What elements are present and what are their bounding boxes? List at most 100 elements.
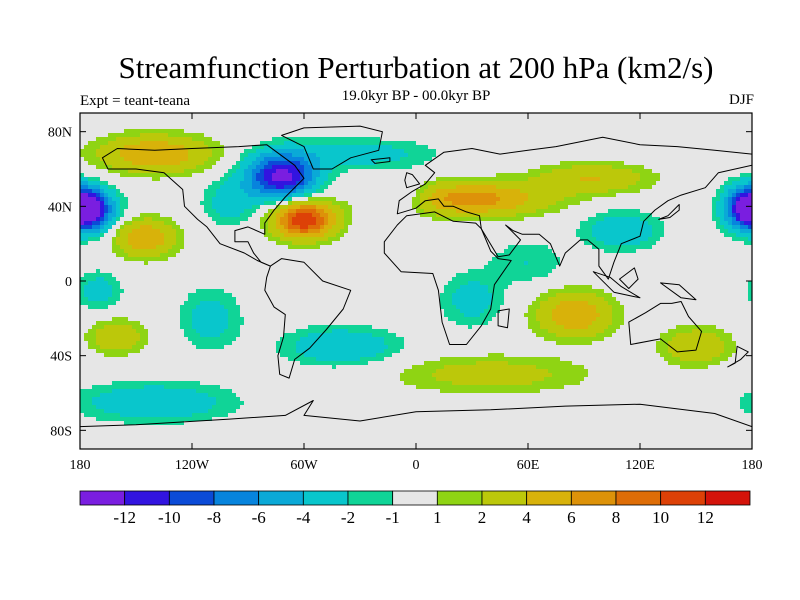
field-cell (728, 189, 737, 194)
field-cell (488, 305, 501, 310)
field-cell (592, 321, 613, 326)
field-cell (92, 397, 217, 402)
field-cell (640, 177, 661, 182)
field-cell (120, 173, 193, 178)
field-cell (336, 197, 413, 202)
field-cell (320, 157, 401, 162)
field-cell (308, 325, 373, 330)
field-cell (132, 245, 157, 250)
field-cell (440, 389, 541, 394)
field-cell (304, 185, 313, 190)
field-cell (152, 177, 161, 182)
field-cell (164, 241, 177, 246)
field-cell (336, 165, 413, 170)
field-cell (272, 149, 305, 154)
field-cell (296, 209, 317, 214)
field-cell (432, 373, 553, 378)
field-cell (224, 329, 241, 334)
field-cell (220, 157, 241, 162)
field-cell (132, 221, 165, 226)
field-cell (236, 301, 441, 306)
field-cell (224, 305, 241, 310)
field-cell (108, 201, 117, 206)
field-cell (80, 413, 85, 418)
field-cell (260, 221, 269, 226)
field-cell (268, 181, 297, 186)
field-cell (556, 333, 597, 338)
field-cell (84, 289, 113, 294)
field-cell (140, 141, 169, 146)
coastline-uk (404, 172, 421, 189)
field-cell (304, 165, 313, 170)
field-cell (528, 169, 553, 174)
field-cell (120, 197, 129, 202)
colorbar-label: -4 (296, 508, 311, 527)
colorbar-label: 4 (522, 508, 531, 527)
field-cell (124, 145, 185, 150)
field-cell (312, 165, 321, 170)
field-cell (120, 149, 189, 154)
field-cell (300, 205, 317, 210)
field-cell (604, 297, 617, 302)
field-cell (576, 229, 593, 234)
field-cell (224, 153, 241, 158)
field-cell (452, 277, 533, 282)
colorbar-label: -1 (386, 508, 400, 527)
field-cell (260, 205, 277, 210)
field-cell (96, 197, 101, 202)
field-cell (388, 329, 533, 334)
field-cell (416, 385, 565, 390)
field-cell (444, 313, 465, 318)
field-cell (300, 229, 309, 234)
field-cell (312, 169, 321, 174)
field-cell (384, 357, 441, 362)
field-cell (240, 329, 297, 334)
field-cell (80, 373, 401, 378)
field-cell (184, 129, 752, 134)
field-cell (544, 213, 597, 218)
colorbar-swatch (570, 490, 617, 506)
field-cell (192, 317, 229, 322)
field-cell (116, 205, 121, 210)
field-cell (252, 145, 265, 150)
field-cell (92, 225, 101, 230)
field-cell (592, 197, 713, 202)
field-cell (276, 221, 281, 226)
field-cell (84, 221, 93, 226)
field-cell (112, 237, 117, 242)
field-cell (80, 233, 101, 238)
field-cell (456, 185, 497, 190)
field-cell (80, 145, 85, 150)
field-cell (332, 241, 585, 246)
field-cell (80, 185, 89, 190)
field-cell (348, 201, 413, 206)
coastline-madagascar (497, 308, 510, 329)
field-cell (252, 205, 261, 210)
field-cell (736, 197, 741, 202)
field-cell (576, 193, 617, 198)
field-cell (100, 197, 105, 202)
field-cell (720, 361, 752, 366)
field-cell (452, 293, 493, 298)
field-cell (300, 337, 385, 342)
field-cell (100, 145, 125, 150)
field-cell (720, 229, 729, 234)
field-cell (100, 269, 469, 274)
field-cell (500, 305, 529, 310)
field-cell (292, 221, 317, 226)
field-cell (744, 241, 752, 246)
field-cell (80, 289, 85, 294)
field-cell (108, 217, 113, 222)
field-cell (324, 181, 333, 186)
field-cell (240, 221, 261, 226)
field-cell (736, 217, 741, 222)
field-cell (540, 325, 565, 330)
field-cell (148, 337, 189, 342)
field-cell (116, 301, 185, 306)
field-cell (292, 217, 317, 222)
field-cell (240, 161, 253, 166)
field-cell (564, 325, 589, 330)
field-cell (104, 209, 109, 214)
field-cell (748, 293, 752, 298)
field-cell (268, 213, 277, 218)
